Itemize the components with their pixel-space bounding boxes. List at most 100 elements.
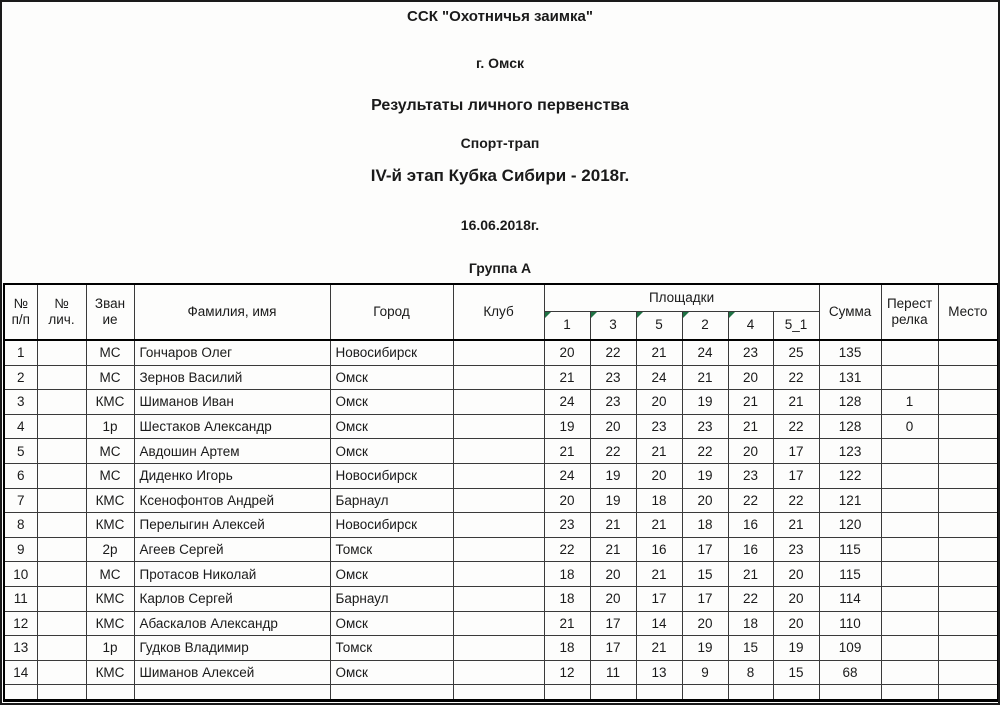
cell-sum: 135	[818, 339, 882, 366]
cell-shootoff	[880, 659, 939, 686]
cell-club	[452, 659, 545, 686]
station-header-5_1: 5_1	[772, 311, 820, 341]
cell-num-personal	[36, 339, 87, 366]
cell-sum: 121	[818, 487, 882, 514]
cell-score-2: 17	[681, 585, 729, 612]
table-row: 12 КМС Абаскалов Александр Омск 21 17 14 20 18 20…	[3, 610, 998, 637]
cell-score-5: 21	[635, 339, 683, 366]
cell-city: Томск	[329, 536, 454, 563]
cell-num: 8	[3, 512, 38, 538]
cell-score-3: 20	[589, 413, 637, 440]
cell-score-1: 23	[543, 512, 591, 538]
cell-place	[937, 659, 998, 686]
cell-rank: МС	[85, 364, 135, 391]
cell-score-5_1: 22	[772, 487, 820, 514]
cell-score-2: 9	[681, 659, 729, 686]
cell-score-2: 15	[681, 561, 729, 587]
cell-score-1: 24	[543, 389, 591, 415]
cell-score-1	[543, 684, 591, 702]
cell-num-personal	[36, 512, 87, 538]
cell-score-3: 19	[589, 462, 637, 489]
cell-score-5_1: 19	[772, 635, 820, 661]
col-header-club: Клуб	[452, 283, 545, 341]
cell-score-5: 17	[635, 585, 683, 612]
cell-num: 12	[3, 610, 38, 637]
table-row: 14 КМС Шиманов Алексей Омск 12 11 13 9 8 15 68	[3, 659, 998, 686]
cell-score-2: 17	[681, 536, 729, 563]
cell-num: 14	[3, 659, 38, 686]
table-row: 13 1р Гудков Владимир Томск 18 17 21 19 15 19 109	[3, 635, 998, 661]
col-header-rank: Зван ие	[85, 283, 135, 341]
cell-score-1: 18	[543, 635, 591, 661]
cell-place	[937, 635, 998, 661]
flag-triangle-icon	[545, 312, 551, 318]
cell-club	[452, 635, 545, 661]
cell-score-5_1: 17	[772, 462, 820, 489]
stage-title: IV-й этап Кубка Сибири - 2018г.	[370, 166, 630, 185]
cell-shootoff	[880, 512, 939, 538]
cell-shootoff	[880, 438, 939, 464]
cell-score-2: 24	[681, 339, 729, 366]
cell-sum: 131	[818, 364, 882, 391]
cell-name: Зернов Василий	[133, 364, 331, 391]
col-header-name: Фамилия, имя	[133, 283, 331, 341]
table-row: 9 2р Агеев Сергей Томск 22 21 16 17 16 23 115	[3, 536, 998, 563]
cell-num: 10	[3, 561, 38, 587]
cell-score-5: 18	[635, 487, 683, 514]
city-title: г. Омск	[475, 55, 525, 71]
cell-score-3: 21	[589, 512, 637, 538]
cell-score-1: 24	[543, 462, 591, 489]
stations-subheader-row: 1 3 5 2 4 5_1	[4, 311, 998, 341]
table-row: 8 КМС Перелыгин Алексей Новосибирск 23 21 21 18…	[3, 512, 998, 538]
cell-score-4	[727, 684, 774, 702]
cell-score-1: 20	[543, 339, 591, 366]
cell-score-5: 24	[635, 364, 683, 391]
cell-name: Карлов Сергей	[133, 585, 331, 612]
cell-shootoff	[880, 536, 939, 563]
cell-score-4: 21	[727, 389, 774, 415]
cell-score-5_1: 20	[772, 585, 820, 612]
cell-score-5_1: 15	[772, 659, 820, 686]
cell-num-personal	[36, 635, 87, 661]
cell-sum: 128	[818, 413, 882, 440]
cell-name: Диденко Игорь	[133, 462, 331, 489]
cell-score-5_1: 23	[772, 536, 820, 563]
table-row: 5 МС Авдошин Артем Омск 21 22 21 22 20 17 123	[3, 438, 998, 464]
cell-rank: КМС	[85, 512, 135, 538]
cell-club	[452, 462, 545, 489]
cell-club	[452, 389, 545, 415]
cell-rank: 1р	[85, 635, 135, 661]
cell-name: Гудков Владимир	[133, 635, 331, 661]
cell-name: Шиманов Алексей	[133, 659, 331, 686]
cell-num	[3, 684, 38, 702]
cell-score-3: 19	[589, 487, 637, 514]
cell-num: 7	[3, 487, 38, 514]
cell-score-1: 22	[543, 536, 591, 563]
cell-city: Омск	[329, 364, 454, 391]
cell-score-2	[681, 684, 729, 702]
cell-score-2: 20	[681, 610, 729, 637]
cell-score-1: 21	[543, 364, 591, 391]
cell-score-5_1: 17	[772, 438, 820, 464]
cell-name: Шиманов Иван	[133, 389, 331, 415]
cell-rank: МС	[85, 339, 135, 366]
cell-score-4: 15	[727, 635, 774, 661]
cell-club	[452, 487, 545, 514]
table-row: 1 МС Гончаров Олег Новосибирск 20 22 21 24 23 25 1…	[3, 339, 998, 366]
table-row	[3, 684, 998, 702]
cell-shootoff	[880, 585, 939, 612]
cell-score-5_1: 22	[772, 364, 820, 391]
cell-num-personal	[36, 462, 87, 489]
cell-place	[937, 610, 998, 637]
cell-score-2: 23	[681, 413, 729, 440]
cell-score-3: 21	[589, 536, 637, 563]
cell-score-2: 19	[681, 462, 729, 489]
cell-num-personal	[36, 585, 87, 612]
cell-score-1: 18	[543, 585, 591, 612]
cell-score-4: 21	[727, 561, 774, 587]
cell-score-2: 19	[681, 389, 729, 415]
cell-city: Омск	[329, 659, 454, 686]
cell-num-personal	[36, 438, 87, 464]
cell-num: 5	[3, 438, 38, 464]
